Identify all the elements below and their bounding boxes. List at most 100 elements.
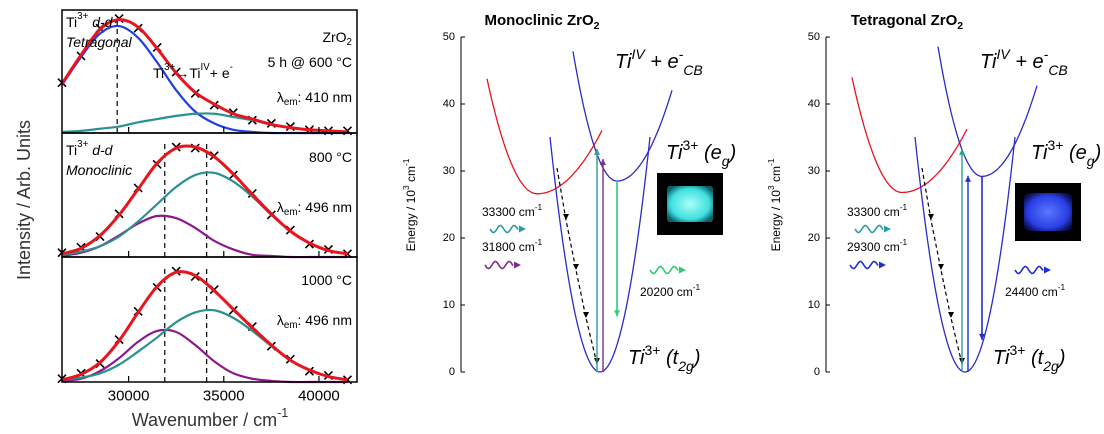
photon-wave <box>855 226 883 233</box>
fit-curve <box>62 216 347 257</box>
text-part: 2 <box>347 37 352 48</box>
text-part: 3+ <box>1047 137 1063 153</box>
sample-glow <box>667 186 713 222</box>
text-part: Ti <box>66 142 77 158</box>
annotation: 5 h @ 600 °C <box>268 54 352 70</box>
text-part: (e <box>1063 142 1086 164</box>
y-tick-label: 40 <box>808 98 820 110</box>
diagram-title: Monoclinic ZrO2 <box>484 12 599 33</box>
arrow-head <box>884 226 891 233</box>
text-part: Ti <box>993 347 1010 369</box>
y-tick-label: 30 <box>443 165 455 177</box>
text-part: cm <box>404 166 418 185</box>
transition-label: 20200 cm-1 <box>640 282 700 299</box>
y-tick-label: 50 <box>443 31 455 43</box>
text-part: g <box>722 153 730 169</box>
annotation: Ti3+ d-d <box>66 139 114 158</box>
annotation: λem: 410 nm <box>277 89 352 108</box>
arrow-head <box>583 312 589 318</box>
transition-label: 33300 cm-1 <box>482 202 542 219</box>
arrow-head <box>959 149 965 155</box>
text-part: ) <box>1057 347 1066 369</box>
text-part: Ti <box>66 14 77 30</box>
text-part: 31800 cm <box>482 240 535 254</box>
text-part: -1 <box>535 237 543 247</box>
text-part: (e <box>698 142 721 164</box>
text-part: + e <box>210 65 230 81</box>
text-part: ) <box>692 347 701 369</box>
text-part: d-d <box>88 142 113 158</box>
text-part: - <box>1044 46 1049 62</box>
arrow-head <box>938 264 944 270</box>
transition-label: 33300 cm-1 <box>847 202 907 219</box>
text-part: Ti <box>153 65 164 81</box>
text-part: : 496 nm <box>298 312 352 328</box>
text-part: Ti <box>628 347 645 369</box>
y-axis-label: Energy / 103 cm-1 <box>401 158 418 251</box>
text-part: + e <box>1010 51 1044 73</box>
text-part: - <box>230 62 233 73</box>
text-part: 3+ <box>77 11 88 22</box>
text-part: Energy / 10 <box>769 190 783 252</box>
transition-label: 31800 cm-1 <box>482 237 542 254</box>
annotation: 800 °C <box>309 149 352 165</box>
arrow-head <box>948 312 954 318</box>
x-tick-label: 30000 <box>108 388 150 405</box>
text-part: 2g <box>1042 358 1059 374</box>
state-label: Ti3+ (t2g) <box>628 342 700 374</box>
x-axis-label: Wavenumber / cm-1 <box>132 406 289 430</box>
text-part: cm <box>769 166 783 185</box>
text-part: 24400 cm <box>1005 285 1058 299</box>
text-part: Ti <box>980 51 997 73</box>
text-part: 33300 cm <box>847 205 900 219</box>
y-tick-label: 50 <box>808 31 820 43</box>
annotation: Tetragonal <box>66 34 133 50</box>
text-part: -1 <box>766 158 776 166</box>
text-part: Monoclinic ZrO <box>484 12 594 29</box>
potential-curve <box>915 137 1015 372</box>
text-part: -1 <box>277 406 288 420</box>
text-part: Tetragonal ZrO <box>851 12 958 29</box>
text-part: 2 <box>957 20 963 32</box>
text-part: 3+ <box>77 139 88 150</box>
transition-label: 29300 cm-1 <box>847 237 907 254</box>
arrow-head <box>563 214 569 220</box>
y-tick-label: 30 <box>808 165 820 177</box>
text-part: em <box>284 320 298 331</box>
text-part: em <box>284 97 298 108</box>
text-part: -1 <box>1058 282 1066 292</box>
y-axis-label: Intensity / Arb. Units <box>14 120 34 280</box>
text-part: 20200 cm <box>640 285 693 299</box>
arrow-head <box>1044 267 1051 274</box>
y-tick-label: 10 <box>443 299 455 311</box>
state-label: TiIV + e-CB <box>980 46 1068 78</box>
arrow-head <box>679 267 686 274</box>
text-part: 2g <box>677 358 694 374</box>
text-part: Ti <box>1031 142 1048 164</box>
arrow-head <box>519 226 526 233</box>
text-part: Monoclinic <box>66 162 132 178</box>
y-tick-label: 0 <box>814 366 820 378</box>
arrow-head <box>573 264 579 270</box>
text-part: (t <box>1025 347 1044 369</box>
text-part: 3+ <box>682 137 698 153</box>
text-part: + e <box>645 51 679 73</box>
potential-curve <box>487 79 602 194</box>
text-part: λ <box>277 312 284 328</box>
diagram-title: Tetragonal ZrO2 <box>851 12 963 33</box>
arrow-head <box>965 176 971 182</box>
arrow-head <box>600 159 606 165</box>
text-part: d-d <box>88 14 113 30</box>
photon-wave <box>490 226 518 233</box>
text-part: ) <box>1093 142 1102 164</box>
text-part: →Ti <box>175 65 200 81</box>
photon-wave <box>850 262 878 269</box>
text-part: IV <box>200 62 210 73</box>
y-tick-label: 20 <box>443 232 455 244</box>
text-part: CB <box>683 62 702 78</box>
text-part: 3+ <box>644 342 660 358</box>
text-part: 5 h @ 600 °C <box>268 54 352 70</box>
x-tick-label: 40000 <box>298 388 340 405</box>
annotation: Monoclinic <box>66 162 132 178</box>
text-part: em <box>284 207 298 218</box>
